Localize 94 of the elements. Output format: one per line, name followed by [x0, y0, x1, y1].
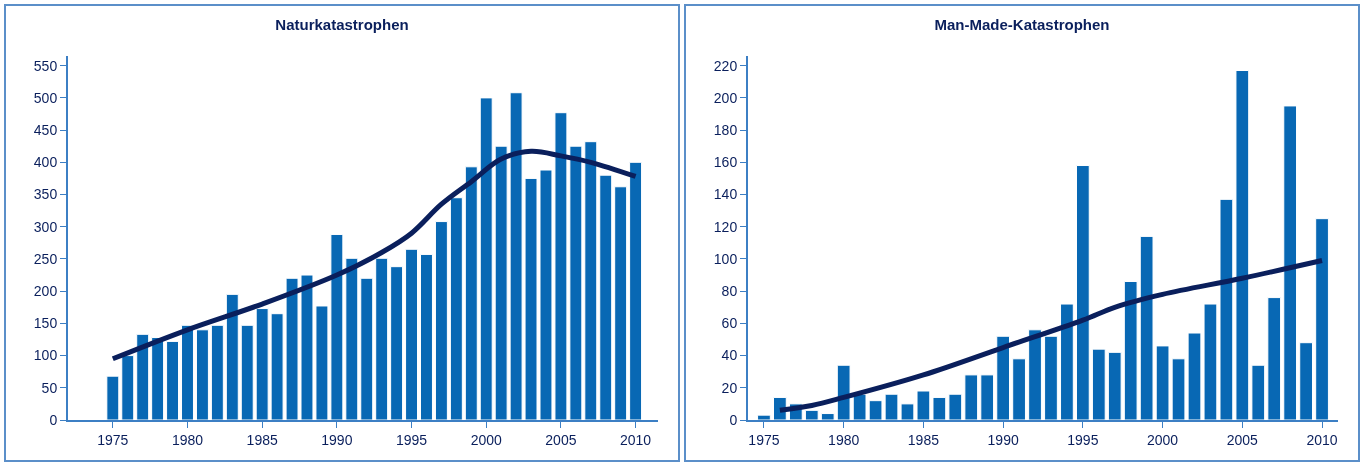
chart-title: Naturkatastrophen	[275, 16, 409, 34]
bar	[210, 324, 224, 420]
y-tick-label: 350	[33, 186, 58, 203]
bar	[996, 335, 1011, 420]
y-tick-label: 200	[713, 89, 738, 106]
bar	[420, 253, 433, 420]
bar	[136, 333, 150, 420]
bar	[449, 197, 463, 420]
bar	[932, 396, 947, 420]
bar	[1107, 351, 1122, 420]
bar	[852, 393, 867, 420]
bar	[1299, 342, 1313, 420]
bar	[1123, 280, 1138, 420]
x-tick-label: 2010	[620, 431, 652, 448]
bar	[1075, 165, 1090, 420]
bar	[181, 324, 194, 420]
y-tick-label: 220	[713, 57, 738, 74]
bar	[964, 374, 979, 420]
y-tick-label: 160	[713, 154, 738, 171]
y-tick-label: 80	[721, 283, 738, 300]
y-tick-label: 200	[33, 283, 58, 300]
bar	[916, 390, 931, 420]
bar	[434, 221, 448, 420]
bar	[948, 393, 963, 420]
y-tick-label: 0	[49, 411, 58, 428]
x-tick-label: 1995	[1067, 431, 1099, 448]
bar	[804, 409, 819, 420]
bar	[464, 166, 478, 420]
bar	[1155, 345, 1170, 420]
y-tick-label: 300	[33, 218, 58, 235]
y-tick-label: 50	[41, 379, 58, 396]
bar	[195, 329, 209, 420]
bar	[106, 375, 120, 420]
bar	[757, 414, 771, 420]
bar	[1012, 358, 1026, 420]
bar	[1139, 235, 1154, 420]
bar	[584, 141, 598, 420]
y-tick-label: 450	[33, 121, 58, 138]
bar	[980, 374, 995, 420]
bar	[1251, 364, 1266, 420]
y-tick-label: 550	[33, 57, 58, 74]
y-tick-label: 120	[713, 218, 738, 235]
y-tick-label: 60	[721, 315, 738, 332]
bar	[151, 337, 165, 420]
y-tick-label: 20	[721, 379, 738, 396]
bar	[599, 174, 613, 420]
y-tick-label: 100	[713, 250, 738, 267]
x-tick-label: 1980	[171, 431, 204, 448]
bar	[390, 266, 404, 420]
bar	[1219, 198, 1234, 420]
y-tick-label: 40	[721, 347, 738, 364]
bar	[1267, 297, 1282, 420]
x-tick-label: 1975	[748, 431, 780, 448]
y-tick-label: 150	[33, 315, 58, 332]
x-tick-label: 2000	[1147, 431, 1179, 448]
y-tick-label: 100	[33, 347, 58, 364]
x-tick-label: 2005	[545, 431, 577, 448]
bar	[1315, 218, 1329, 420]
x-tick-label: 1985	[246, 431, 278, 448]
bar	[1091, 348, 1106, 420]
x-tick-label: 1995	[395, 431, 428, 448]
bar	[629, 161, 643, 420]
bar	[166, 340, 180, 420]
y-tick-label: 180	[713, 121, 738, 138]
bar	[405, 248, 419, 420]
y-tick-label: 500	[33, 89, 58, 106]
x-tick-label: 2010	[1306, 431, 1338, 448]
bar	[836, 364, 851, 420]
bar	[1028, 329, 1042, 420]
bar	[820, 413, 835, 420]
bar	[1283, 105, 1298, 420]
bar	[1044, 335, 1058, 420]
bar	[1235, 70, 1250, 420]
y-tick-label: 140	[713, 186, 738, 203]
x-tick-label: 1980	[828, 431, 860, 448]
y-tick-label: 250	[33, 250, 58, 267]
chart-title: Man-Made-Katastrophen	[934, 16, 1110, 34]
bar	[614, 186, 628, 420]
bar	[1060, 303, 1074, 420]
bar	[479, 97, 493, 420]
bar	[121, 355, 135, 420]
bar	[360, 277, 374, 420]
x-tick-label: 1975	[97, 431, 129, 448]
bar	[240, 324, 254, 420]
bar	[345, 257, 359, 420]
x-tick-label: 1990	[987, 431, 1019, 448]
y-tick-label: 400	[33, 154, 58, 171]
bar	[225, 293, 239, 420]
bar	[375, 257, 389, 420]
x-tick-label: 1985	[907, 431, 940, 448]
y-tick-label: 0	[729, 411, 738, 428]
x-tick-label: 2000	[470, 431, 503, 448]
x-tick-label: 2005	[1226, 431, 1259, 448]
x-tick-label: 1990	[321, 431, 353, 448]
